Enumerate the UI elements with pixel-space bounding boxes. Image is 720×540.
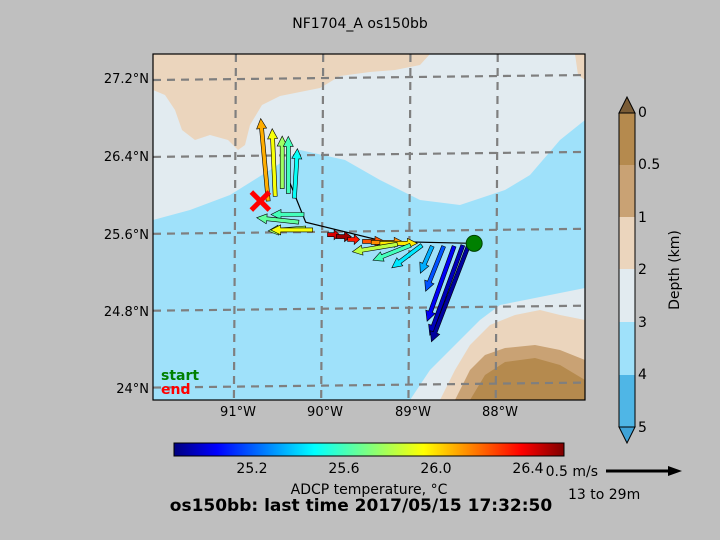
land-northeast bbox=[575, 54, 585, 80]
depth-band-2 bbox=[619, 217, 635, 269]
depth-colorbar-frame bbox=[618, 112, 636, 428]
meridian-1 bbox=[320, 54, 325, 400]
figure-title: NF1704_A os150bb bbox=[292, 16, 428, 32]
current-vector bbox=[425, 245, 457, 322]
current-vector bbox=[372, 243, 412, 262]
temp-tick-25.2: 25.2 bbox=[236, 461, 267, 477]
longitude-labels: 91°W 90°W 89°W 88°W bbox=[220, 405, 518, 420]
footer-last-time: os150bb: last time 2017/05/15 17:32:50 bbox=[170, 496, 553, 516]
parallel-2 bbox=[153, 227, 585, 235]
depth-tick-1: 1 bbox=[638, 210, 647, 226]
current-vector bbox=[391, 243, 424, 269]
meridian-0 bbox=[232, 54, 238, 400]
depth-tick-2: 2 bbox=[638, 262, 647, 278]
end-marker bbox=[249, 190, 272, 212]
temp-tick-26.4: 26.4 bbox=[512, 461, 543, 477]
depth-tick-3: 3 bbox=[638, 315, 647, 331]
start-marker bbox=[465, 234, 483, 252]
current-vector bbox=[267, 128, 279, 197]
depth-band-4 bbox=[619, 322, 635, 375]
parallel-3 bbox=[153, 304, 585, 312]
scale-arrow-head bbox=[668, 466, 682, 476]
current-vector bbox=[282, 135, 294, 194]
depth-colorbar-top-cap bbox=[618, 95, 636, 114]
lat-label-27.2: 27.2°N bbox=[104, 72, 149, 87]
current-vector bbox=[270, 209, 305, 220]
lat-label-24.8: 24.8°N bbox=[104, 305, 149, 320]
temperature-colorbar: 25.2 25.6 26.0 26.4 ADCP temperature, °C bbox=[173, 442, 565, 498]
lon-label-90: 90°W bbox=[307, 405, 343, 420]
parallel-0 bbox=[153, 73, 585, 82]
scale-arrow: 0.5 m/s 13 to 29m bbox=[546, 464, 682, 503]
legend-start: start bbox=[161, 368, 199, 384]
temp-tick-26.0: 26.0 bbox=[420, 461, 451, 477]
depth-tick-4: 4 bbox=[638, 367, 647, 383]
depth-tick-0: 0 bbox=[638, 105, 647, 121]
depth-band-5 bbox=[619, 375, 635, 427]
depth-colorbar: 0 0.5 1 2 3 4 5 Depth (km) bbox=[618, 95, 683, 445]
scale-depth-label: 13 to 29m bbox=[568, 487, 640, 503]
lon-label-89: 89°W bbox=[395, 405, 431, 420]
depth-tick-0.5: 0.5 bbox=[638, 157, 660, 173]
scale-arrow-label: 0.5 m/s bbox=[546, 464, 598, 480]
land-north bbox=[153, 54, 430, 150]
legend-end: end bbox=[161, 382, 190, 398]
lat-label-25.6: 25.6°N bbox=[104, 228, 149, 243]
current-vector bbox=[419, 245, 435, 274]
depth-colorbar-label: Depth (km) bbox=[667, 230, 683, 310]
land-south-dark bbox=[470, 358, 585, 400]
depth-band-3 bbox=[619, 269, 635, 322]
current-vector bbox=[351, 241, 399, 256]
lon-label-88: 88°W bbox=[482, 405, 518, 420]
temperature-colorbar-label: ADCP temperature, °C bbox=[291, 482, 448, 498]
current-vector bbox=[256, 117, 271, 202]
graticule bbox=[153, 54, 585, 400]
current-vector bbox=[291, 148, 303, 199]
meridian-2 bbox=[407, 54, 412, 400]
temp-tick-25.6: 25.6 bbox=[328, 461, 359, 477]
depth-tick-5: 5 bbox=[638, 420, 647, 436]
lat-label-24: 24°N bbox=[116, 382, 149, 397]
depth-band-0 bbox=[619, 113, 635, 165]
current-vector bbox=[430, 243, 472, 343]
map-area bbox=[153, 54, 585, 400]
depth-colorbar-bottom-cap bbox=[618, 426, 636, 445]
meridian-3 bbox=[494, 54, 499, 400]
current-vectors bbox=[256, 117, 472, 343]
lon-label-91: 91°W bbox=[220, 405, 256, 420]
parallel-1 bbox=[153, 150, 585, 159]
depth-band-1 bbox=[619, 165, 635, 217]
current-vector bbox=[347, 233, 361, 246]
map-frame bbox=[152, 53, 586, 401]
latitude-labels: 27.2°N 26.4°N 25.6°N 24.8°N 24°N bbox=[104, 72, 149, 397]
temperature-colorbar-gradient bbox=[173, 442, 565, 457]
current-vector bbox=[270, 224, 314, 236]
current-vector bbox=[256, 213, 300, 225]
parallel-4 bbox=[153, 381, 585, 389]
lat-label-26.4: 26.4°N bbox=[104, 150, 149, 165]
current-vector bbox=[424, 245, 446, 292]
